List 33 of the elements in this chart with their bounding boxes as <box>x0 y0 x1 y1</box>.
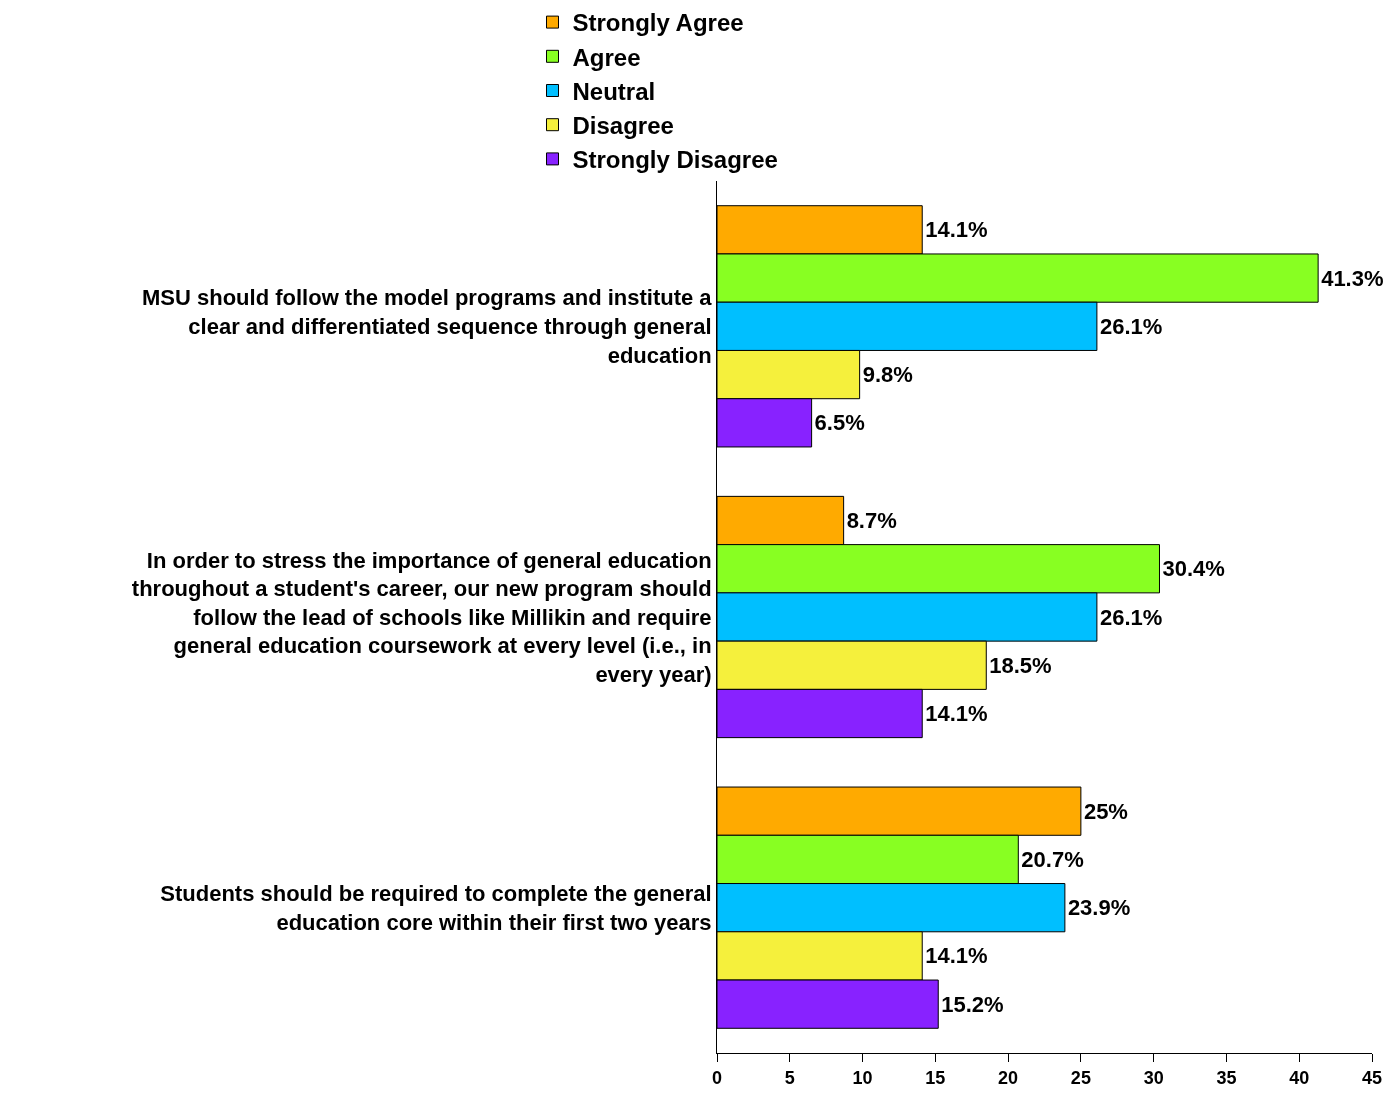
legend-label: Agree <box>572 43 641 71</box>
data-label: 25% <box>1083 798 1128 824</box>
legend-label: Disagree <box>572 112 674 140</box>
x-tick-label: 35 <box>1216 1067 1237 1088</box>
x-tick-label: 15 <box>925 1067 946 1088</box>
data-label: 6.5% <box>814 410 865 436</box>
data-label: 26.1% <box>1099 313 1163 339</box>
y-tick-label: In order to stress the importance of general education throughout a student's career, our new program should follow the lead of schools like Millikin and require general education coursework at every level (i.e., in every year) <box>131 547 712 687</box>
data-label: 15.2% <box>941 991 1004 1017</box>
x-tick-label: 20 <box>998 1067 1019 1088</box>
data-label: 8.7% <box>846 507 897 533</box>
x-tick-label: 30 <box>1143 1067 1164 1088</box>
x-tick-label: 40 <box>1289 1067 1310 1088</box>
data-label: 9.8% <box>862 362 913 388</box>
y-tick-label: Students should be required to complete the general education core within their first two years <box>160 881 712 935</box>
data-label: 14.1% <box>925 701 988 727</box>
x-tick-label: 0 <box>711 1067 723 1088</box>
y-tick-label: MSU should follow the model programs and institute a clear and differentiated sequence through general education <box>142 285 713 368</box>
x-tick-label: 25 <box>1070 1067 1091 1088</box>
data-label: 23.9% <box>1067 895 1131 921</box>
data-label: 18.5% <box>989 652 1052 678</box>
x-tick-label: 10 <box>852 1067 873 1088</box>
x-tick-label: 5 <box>784 1067 795 1088</box>
data-label: 14.1% <box>925 217 988 243</box>
data-label: 20.7% <box>1021 846 1084 872</box>
data-label: 26.1% <box>1099 604 1163 630</box>
legend-label: Strongly Agree <box>572 9 744 37</box>
data-label: 14.1% <box>925 943 988 969</box>
legend-label: Strongly Disagree <box>572 146 778 174</box>
legend-label: Neutral <box>572 77 656 105</box>
data-label: 30.4% <box>1162 556 1225 582</box>
x-tick-label: 45 <box>1361 1067 1383 1088</box>
data-label: 41.3% <box>1321 265 1384 291</box>
